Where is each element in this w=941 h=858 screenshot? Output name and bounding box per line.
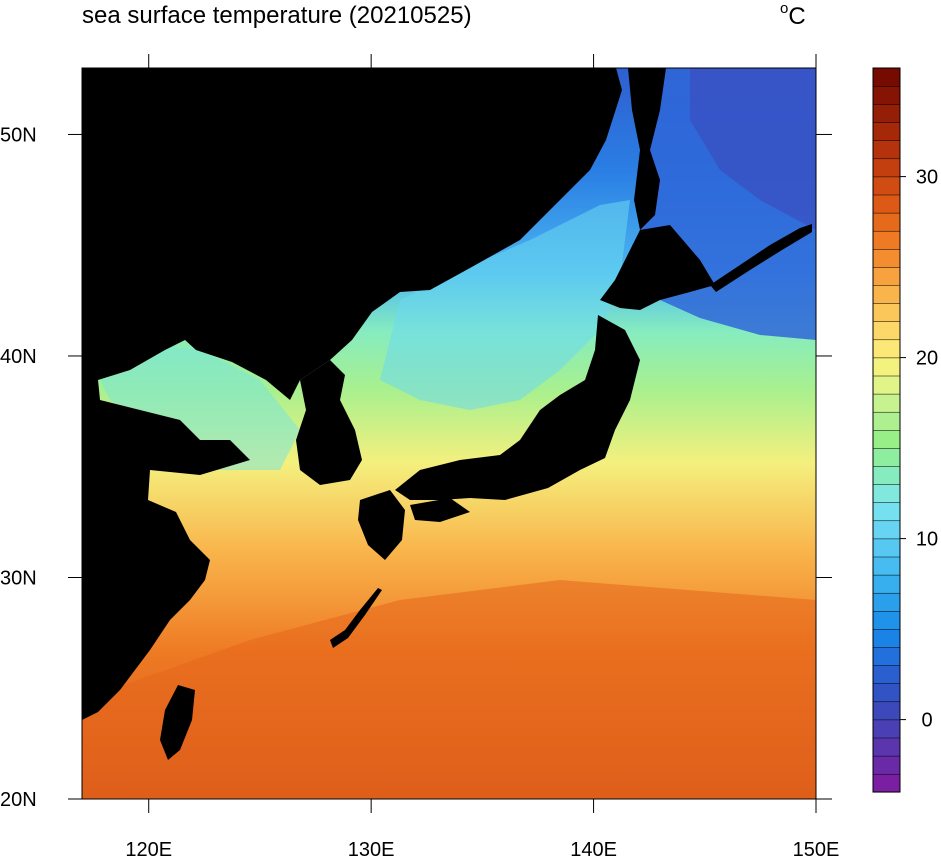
colorbar-segment (872, 122, 901, 141)
colorbar-segment (872, 266, 901, 286)
colorbar-segment (872, 556, 901, 576)
colorbar-segment (872, 773, 901, 793)
taiwan-island (160, 685, 195, 760)
shikoku-island (410, 498, 470, 522)
sakhalin-island (628, 68, 666, 230)
colorbar-segment (872, 321, 901, 341)
hokkaido-island (600, 225, 715, 310)
map-title: sea surface temperature (20210525) (82, 2, 472, 29)
lon-tick-label: 130E (348, 839, 395, 858)
unit-letter: C (788, 3, 806, 30)
colorbar-frame (872, 67, 901, 793)
colorbar-segment (872, 755, 901, 775)
colorbar-segment (872, 574, 901, 594)
colorbar-segment (872, 176, 901, 196)
colorbar-segment (872, 484, 901, 503)
colorbar-segment (872, 375, 901, 395)
cold-water-core (690, 68, 816, 230)
colorbar-segment (872, 719, 901, 739)
map-frame (81, 67, 817, 800)
colorbar-segment (872, 140, 901, 160)
kyushu-island (358, 490, 405, 560)
colorbar-segment (872, 158, 901, 178)
colorbar-segment (872, 230, 901, 250)
sea-of-japan-water (380, 200, 630, 410)
bohai-water (100, 345, 300, 470)
kuril-islands (710, 224, 812, 292)
colorbar-segment (872, 284, 901, 304)
colorbar-tick-label: 0 (921, 710, 932, 732)
korean-peninsula (296, 360, 362, 485)
colorbar-segment (872, 393, 901, 413)
lon-tick-label: 120E (125, 839, 172, 858)
colorbar-segment (872, 592, 901, 612)
lat-tick-label: 40N (0, 346, 37, 368)
kuroshio-warm-water (82, 580, 816, 799)
lon-tick-label: 140E (570, 839, 617, 858)
lat-tick-label: 50N (0, 124, 37, 146)
colorbar-segment (872, 303, 901, 322)
honshu-island (395, 315, 640, 500)
lat-tick-label: 30N (0, 567, 37, 589)
colorbar-segment (872, 665, 901, 684)
colorbar-segment (872, 520, 901, 540)
colorbar-segment (872, 85, 901, 105)
colorbar-segment (872, 610, 901, 630)
colorbar-segment (872, 628, 901, 648)
unit-label: oC (780, 0, 806, 31)
colorbar-segment (872, 465, 901, 485)
colorbar-segment (872, 538, 901, 558)
lat-tick-label: 20N (0, 789, 37, 811)
asia-mainland (82, 68, 622, 720)
colorbar-segment (872, 248, 901, 268)
degree-sign: o (780, 0, 789, 17)
colorbar-tick-label: 30 (916, 167, 938, 189)
colorbar-segment (872, 701, 901, 721)
colorbar-segment (872, 411, 901, 431)
colorbar-segment (872, 646, 901, 666)
map-axes: 120E 130E 140E 150E 20N 30N 40N 50N (0, 54, 839, 858)
colorbar-segment (872, 339, 901, 359)
colorbar-segment (872, 194, 901, 214)
colorbar-segment (872, 502, 901, 522)
colorbar-segment (872, 683, 901, 703)
colorbar-segment (872, 429, 901, 449)
colorbar-segment (872, 103, 901, 123)
colorbar-tick-label: 20 (916, 348, 938, 370)
colorbar-segment (872, 357, 901, 377)
colorbar-segment (872, 737, 901, 757)
colorbar: 0 10 20 30 (872, 67, 938, 793)
colorbar-tick-label: 10 (916, 529, 938, 551)
colorbar-segment (872, 212, 901, 232)
map-plot-area (82, 68, 816, 799)
colorbar-segment (872, 447, 901, 467)
colorbar-segment (872, 67, 901, 87)
ryukyu-islands (330, 588, 382, 648)
lon-tick-label: 150E (793, 839, 840, 858)
